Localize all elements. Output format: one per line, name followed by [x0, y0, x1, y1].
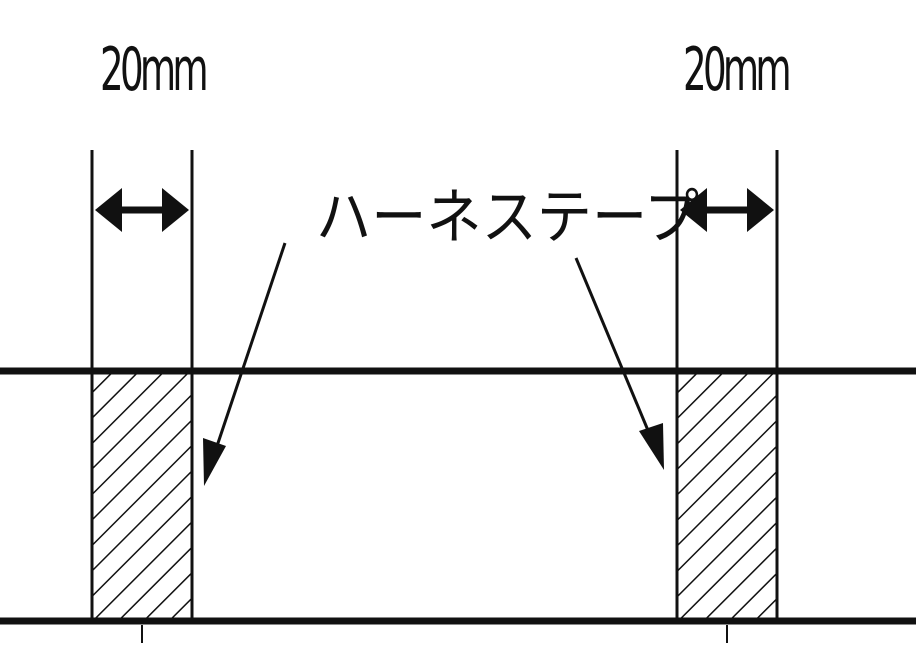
leader-arrow-right: [574, 257, 664, 470]
leader-arrow-left: [203, 242, 287, 486]
dimension-arrow-left: [95, 188, 189, 232]
dimension-arrow-right: [680, 188, 774, 232]
dimension-label-left: 20mm: [100, 35, 209, 105]
dimension-label-right: 20mm: [683, 35, 792, 105]
tape-region-right: [677, 371, 777, 621]
tape-region-left: [92, 371, 192, 621]
callout-label: ハーネステープ: [316, 183, 700, 253]
